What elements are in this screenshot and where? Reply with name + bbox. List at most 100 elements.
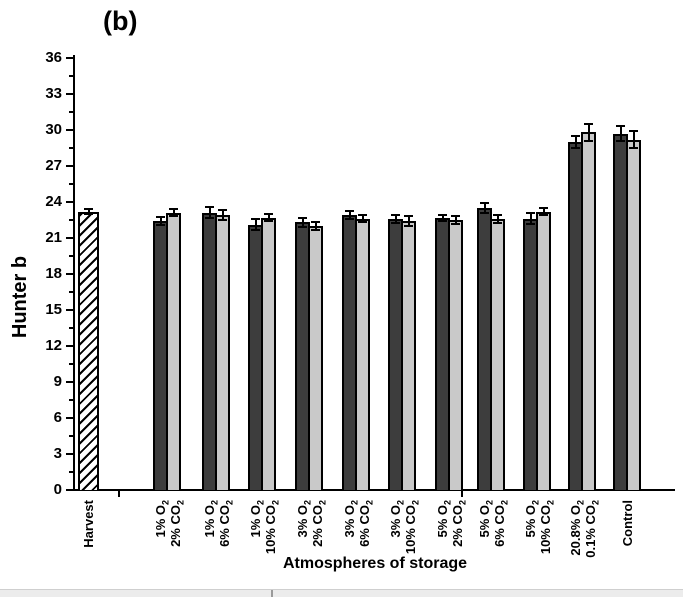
bar-light: [355, 218, 370, 490]
error-bar-line: [407, 216, 410, 226]
error-bar-cap: [526, 212, 535, 215]
y-tick-label: 18: [45, 265, 62, 282]
y-major-tick: [66, 309, 73, 311]
y-tick-label: 30: [45, 121, 62, 138]
bar-light: [261, 217, 276, 490]
error-bar-line: [542, 208, 545, 216]
error-bar-cap: [629, 147, 638, 149]
error-bar-cap: [571, 147, 580, 149]
bar-light: [626, 139, 641, 490]
y-major-tick: [66, 417, 73, 419]
error-bar-line: [529, 213, 532, 225]
error-bar-cap: [616, 139, 625, 142]
error-bar-cap: [169, 208, 178, 211]
error-bar-line: [267, 214, 270, 222]
bar-light: [581, 132, 596, 490]
bar-harvest-hatched: [78, 211, 99, 490]
error-bar-line: [221, 210, 224, 220]
error-bar-line: [301, 217, 304, 228]
bar-light: [215, 215, 230, 490]
x-tick-label: 3% O2: [387, 500, 406, 538]
y-tick-label: 36: [45, 49, 62, 66]
error-bar-line: [348, 211, 351, 220]
error-bar-line: [87, 209, 90, 214]
y-major-tick: [66, 201, 73, 203]
y-tick-label: 15: [45, 301, 62, 318]
y-minor-tick: [69, 183, 73, 185]
error-bar-cap: [584, 123, 593, 125]
y-tick-label: 27: [45, 157, 62, 174]
bar-light: [490, 218, 505, 490]
error-bar-cap: [264, 220, 273, 223]
y-minor-tick: [69, 399, 73, 401]
x-axis-line: [73, 489, 675, 491]
error-bar-cap: [218, 209, 227, 212]
error-bar-cap: [156, 224, 165, 227]
y-major-tick: [66, 129, 73, 131]
error-bar-cap: [584, 139, 593, 142]
error-bar-cap: [358, 214, 367, 217]
y-tick-label: 21: [45, 229, 62, 246]
y-major-tick: [66, 57, 73, 59]
bar-light: [166, 212, 181, 490]
error-bar-cap: [205, 206, 214, 209]
error-bar-cap: [480, 202, 489, 205]
error-bar-line: [254, 219, 257, 231]
error-bar-line: [574, 136, 577, 148]
y-major-tick: [66, 489, 73, 491]
x-tick-label: 5% O2: [434, 500, 453, 538]
error-bar-line: [361, 215, 364, 223]
error-bar-cap: [571, 135, 580, 137]
x-tick-label: Control: [620, 500, 635, 547]
y-minor-tick: [69, 147, 73, 149]
error-bar-cap: [539, 207, 548, 209]
x-tick-label: 10% CO2: [262, 500, 281, 555]
error-bar-cap: [493, 213, 502, 216]
error-bar-line: [632, 131, 635, 148]
y-minor-tick: [69, 255, 73, 257]
x-tick-label: 1% O2: [152, 500, 171, 538]
x-tick-label: 6% CO2: [356, 500, 375, 547]
y-minor-tick: [69, 219, 73, 221]
y-tick-label: 9: [53, 373, 62, 390]
pane-divider: [271, 590, 273, 597]
error-bar-cap: [84, 208, 93, 211]
x-tick-label: 1% O2: [247, 500, 266, 538]
y-minor-tick: [69, 291, 73, 293]
y-minor-tick: [69, 471, 73, 473]
x-tick-label: 2% CO2: [309, 500, 328, 547]
error-bar-cap: [345, 210, 354, 212]
error-bar-cap: [526, 223, 535, 226]
x-tick-label: 5% O2: [522, 500, 541, 538]
y-minor-tick: [69, 111, 73, 113]
error-bar-cap: [264, 213, 273, 215]
x-axis-title: Atmospheres of storage: [282, 555, 468, 572]
bar-light: [536, 211, 551, 490]
y-tick-label: 33: [45, 85, 62, 102]
error-bar-line: [441, 214, 444, 221]
y-major-tick: [66, 381, 73, 383]
x-tick-label: 1% O2: [201, 500, 220, 538]
x-tick-label: 2% CO2: [167, 500, 186, 547]
bar-light: [308, 226, 323, 490]
error-bar-cap: [345, 218, 354, 221]
error-bar-cap: [480, 211, 489, 214]
y-major-tick: [66, 237, 73, 239]
x-tick-label: 3% O2: [341, 500, 360, 538]
error-bar-line: [172, 209, 175, 217]
error-bar-cap: [156, 216, 165, 218]
x-tick-label: 3% O2: [294, 500, 313, 538]
error-bar-cap: [391, 213, 400, 216]
panel-label: (b): [103, 6, 138, 36]
error-bar-cap: [205, 217, 214, 220]
error-bar-line: [496, 214, 499, 223]
error-bar-cap: [493, 222, 502, 224]
error-bar-cap: [438, 219, 447, 222]
error-bar-cap: [218, 219, 227, 221]
error-bar-line: [394, 214, 397, 223]
x-tick-label: Harvest: [80, 500, 96, 548]
x-tick-label: 10% CO2: [537, 500, 556, 555]
y-minor-tick: [69, 435, 73, 437]
y-major-tick: [66, 453, 73, 455]
